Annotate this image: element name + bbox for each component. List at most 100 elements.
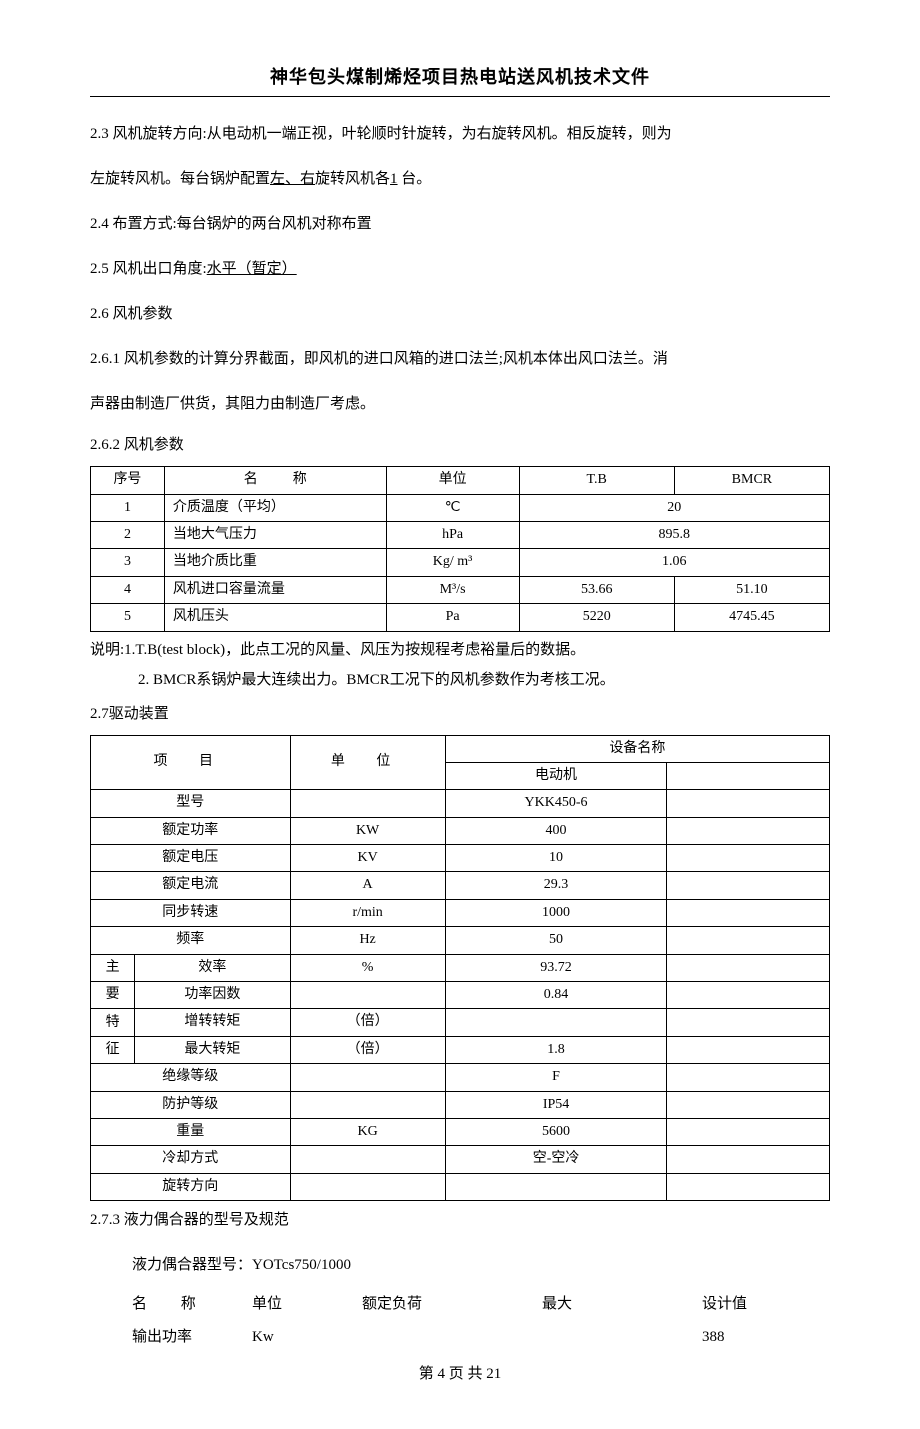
- text: 旋转风机各: [315, 171, 390, 187]
- cell-value: [445, 1173, 667, 1200]
- cell-unit: KG: [290, 1119, 445, 1146]
- text: 称: [293, 472, 307, 487]
- table-row: 旋转方向: [91, 1173, 830, 1200]
- cell-value: 400: [445, 817, 667, 844]
- cell-blank: [667, 1173, 830, 1200]
- cell-unit: A: [290, 872, 445, 899]
- cell-label: 防护等级: [91, 1091, 291, 1118]
- cell-value: YKK450-6: [445, 790, 667, 817]
- cell-unit: （倍）: [290, 1009, 445, 1036]
- cell-unit: Hz: [290, 927, 445, 954]
- side-label: 主: [91, 954, 135, 981]
- text: 项 目: [154, 754, 228, 769]
- cell-unit: [290, 1064, 445, 1091]
- text: 单 位: [331, 754, 405, 769]
- cell-value: 895.8: [519, 521, 829, 548]
- cell-value: 1.06: [519, 549, 829, 576]
- table-row: 5 风机压头 Pa 5220 4745.45: [91, 604, 830, 631]
- para-2-5: 2.5 风机出口角度:水平（暂定）: [90, 250, 830, 289]
- cell-tb: 5220: [519, 604, 674, 631]
- para-2-6-1-line1: 2.6.1 风机参数的计算分界截面，即风机的进口风箱的进口法兰;风机本体出风口法…: [90, 340, 830, 379]
- table-row: 项 目 单 位 设备名称: [91, 735, 830, 762]
- cell-tb: 53.66: [519, 576, 674, 603]
- cell-blank: [667, 1064, 830, 1091]
- coupler-row-max: [542, 1321, 692, 1354]
- cell-bmcr: 51.10: [674, 576, 829, 603]
- para-2-3-line2: 左旋转风机。每台锅炉配置左、右旋转风机各1 台。: [90, 160, 830, 199]
- cell-bmcr: 4745.45: [674, 604, 829, 631]
- table-row: 序号 名 称 单位 T.B BMCR: [91, 467, 830, 494]
- table-row: 征 最大转矩 （倍） 1.8: [91, 1036, 830, 1063]
- underline-text: 左、右: [270, 171, 315, 187]
- para-2-3-line1: 2.3 风机旋转方向:从电动机一端正视，叶轮顺时针旋转，为右旋转风机。相反旋转，…: [90, 115, 830, 154]
- coupler-spec-grid: 名 称 单位 额定负荷 最大 设计值 输出功率 Kw 388: [132, 1288, 830, 1354]
- cell-blank: [667, 817, 830, 844]
- page-footer: 第 4 页 共 21: [90, 1360, 830, 1389]
- cell-value: 1000: [445, 899, 667, 926]
- explanation-line1: 说明:1.T.B(test block)，此点工况的风量、风压为按规程考虑裕量后…: [90, 636, 830, 665]
- cell-name: 介质温度（平均）: [164, 494, 386, 521]
- header-bmcr: BMCR: [674, 467, 829, 494]
- cell-unit: （倍）: [290, 1036, 445, 1063]
- cell-label: 型号: [91, 790, 291, 817]
- cell-label: 最大转矩: [135, 1036, 290, 1063]
- cell-name: 风机压头: [164, 604, 386, 631]
- side-label: 特: [91, 1009, 135, 1036]
- cell-label: 重量: [91, 1119, 291, 1146]
- table-row: 频率 Hz 50: [91, 927, 830, 954]
- document-title: 神华包头煤制烯烃项目热电站送风机技术文件: [90, 60, 830, 94]
- header-name: 名 称: [164, 467, 386, 494]
- cell-blank: [667, 1146, 830, 1173]
- table-row: 重量 KG 5600: [91, 1119, 830, 1146]
- cell-seq: 4: [91, 576, 165, 603]
- table-row: 型号 YKK450-6: [91, 790, 830, 817]
- cell-value: 93.72: [445, 954, 667, 981]
- explanation-line2: 2. BMCR系锅炉最大连续出力。BMCR工况下的风机参数作为考核工况。: [90, 666, 830, 695]
- cell-label: 效率: [135, 954, 290, 981]
- cell-value: IP54: [445, 1091, 667, 1118]
- cell-value: 1.8: [445, 1036, 667, 1063]
- text: 台。: [398, 171, 432, 187]
- cell-label: 绝缘等级: [91, 1064, 291, 1091]
- cell-seq: 1: [91, 494, 165, 521]
- header-blank: [667, 762, 830, 789]
- cell-blank: [667, 872, 830, 899]
- cell-label: 旋转方向: [91, 1173, 291, 1200]
- cell-value: [445, 1009, 667, 1036]
- table-row: 1 介质温度（平均） ℃ 20: [91, 494, 830, 521]
- spacer: [90, 1280, 830, 1288]
- section-2-7-3-title: 2.7.3 液力偶合器的型号及规范: [90, 1205, 830, 1235]
- cell-value: F: [445, 1064, 667, 1091]
- cell-blank: [667, 899, 830, 926]
- table-row: 绝缘等级 F: [91, 1064, 830, 1091]
- table-row: 特 增转转矩 （倍）: [91, 1009, 830, 1036]
- header-equipment: 设备名称: [445, 735, 829, 762]
- cell-blank: [667, 1009, 830, 1036]
- cell-blank: [667, 1119, 830, 1146]
- section-2-7: 2.7驱动装置: [90, 699, 830, 729]
- header-unit: 单 位: [290, 735, 445, 790]
- cell-unit: hPa: [386, 521, 519, 548]
- cell-seq: 2: [91, 521, 165, 548]
- table-row: 额定功率 KW 400: [91, 817, 830, 844]
- cell-label: 频率: [91, 927, 291, 954]
- cell-name: 当地介质比重: [164, 549, 386, 576]
- cell-blank: [667, 1036, 830, 1063]
- document-page: 神华包头煤制烯烃项目热电站送风机技术文件 2.3 风机旋转方向:从电动机一端正视…: [0, 0, 920, 1429]
- underline-text: 水平（暂定）: [207, 261, 297, 277]
- cell-name: 当地大气压力: [164, 521, 386, 548]
- side-label: 征: [91, 1036, 135, 1063]
- text: 名: [244, 472, 258, 487]
- text: 左旋转风机。每台锅炉配置: [90, 171, 270, 187]
- cell-unit: [290, 1091, 445, 1118]
- cell-unit: Pa: [386, 604, 519, 631]
- header-unit: 单位: [386, 467, 519, 494]
- side-label: 要: [91, 982, 135, 1009]
- coupler-header-unit: 单位: [252, 1288, 352, 1321]
- cell-label: 额定功率: [91, 817, 291, 844]
- cell-name: 风机进口容量流量: [164, 576, 386, 603]
- coupler-header-design: 设计值: [702, 1288, 822, 1321]
- para-2-6: 2.6 风机参数: [90, 295, 830, 334]
- cell-unit: KV: [290, 845, 445, 872]
- cell-blank: [667, 845, 830, 872]
